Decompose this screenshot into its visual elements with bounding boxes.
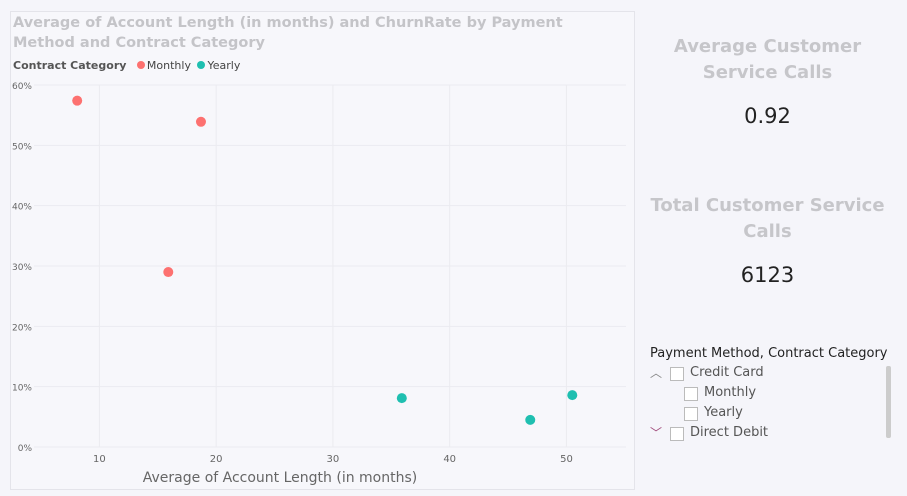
checkbox[interactable]	[684, 387, 698, 401]
legend-item-monthly[interactable]: Monthly	[146, 59, 191, 72]
x-tick-label: 50	[560, 454, 573, 465]
slicer-item-direct-debit[interactable]: ﹀ Direct Debit	[650, 423, 890, 443]
y-tick-label: 10%	[12, 384, 32, 394]
y-tick-label: 50%	[12, 142, 32, 152]
plot-area: 0% 10% 20% 30% 40% 50% 60% 10 20 30 40 50 Average of…	[12, 82, 626, 486]
scatter-chart-visual: Average of Account Length (in months) an…	[10, 11, 635, 490]
kpi-label: Average Customer Service Calls	[673, 36, 862, 83]
kpi-label: Total Customer Service Calls	[650, 195, 885, 242]
slicer-item-label: Credit Card	[690, 365, 764, 380]
slicer-title: Payment Method, Contract Category	[650, 346, 888, 361]
checkbox[interactable]	[670, 367, 684, 381]
chevron-down-icon[interactable]: ﹀	[650, 426, 663, 440]
y-tick-label: 20%	[12, 323, 32, 333]
x-axis-title: Average of Account Length (in months)	[143, 470, 417, 486]
checkbox[interactable]	[670, 427, 684, 441]
slicer-scrollbar[interactable]	[886, 366, 891, 438]
data-point-yearly	[567, 390, 578, 401]
checkbox[interactable]	[684, 407, 698, 421]
data-point-yearly	[525, 414, 536, 425]
legend-title: Contract Category	[13, 59, 127, 72]
x-tick-label: 40	[443, 454, 456, 465]
data-point-yearly	[396, 393, 407, 404]
legend-marker-monthly	[136, 61, 145, 69]
slicer-item-label: Yearly	[704, 405, 743, 420]
kpi-card-average-calls: Average Customer Service Calls 0.92	[640, 34, 895, 128]
y-tick-label: 30%	[12, 263, 32, 273]
chart-title: Average of Account Length (in months) an…	[13, 15, 563, 51]
x-tick-label: 20	[210, 454, 223, 465]
chevron-up-icon[interactable]: ︿	[650, 366, 663, 380]
slicer-item-yearly[interactable]: Yearly	[650, 403, 890, 423]
kpi-card-total-calls: Total Customer Service Calls 6123	[640, 193, 895, 287]
data-point-monthly	[163, 267, 174, 278]
legend-marker-yearly	[197, 61, 206, 69]
y-tick-label: 0%	[18, 444, 33, 454]
payment-contract-slicer: Payment Method, Contract Category ︿ Credi…	[650, 346, 890, 443]
y-tick-label: 60%	[12, 82, 32, 92]
slicer-item-label: Direct Debit	[690, 425, 769, 440]
kpi-value: 0.92	[744, 104, 791, 128]
data-point-monthly	[195, 116, 206, 127]
y-tick-label: 40%	[12, 203, 32, 213]
slicer-item-monthly[interactable]: Monthly	[650, 383, 890, 403]
kpi-value: 6123	[740, 263, 795, 287]
chart-legend: Contract Category Monthly Yearly	[13, 59, 240, 72]
data-point-monthly	[72, 95, 83, 106]
slicer-item-label: Monthly	[704, 385, 757, 400]
slicer-item-credit-card[interactable]: ︿ Credit Card	[650, 363, 890, 383]
x-tick-label: 10	[93, 454, 106, 465]
legend-item-yearly[interactable]: Yearly	[207, 59, 241, 72]
x-tick-label: 30	[327, 454, 340, 465]
